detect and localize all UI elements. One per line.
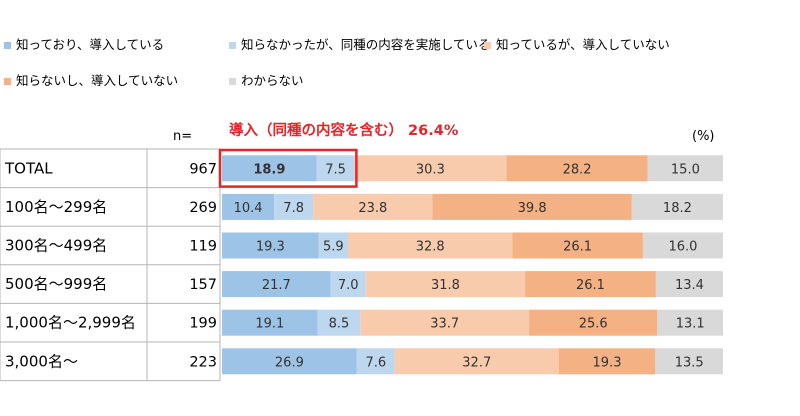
bar-segment [529,309,658,336]
data-label: 18.9 [253,162,285,177]
legend-swatch [4,41,11,49]
data-label: 5.9 [323,240,344,255]
bar-segment [657,309,723,336]
data-label: 7.8 [283,201,304,216]
row-label: 3,000名～ [5,352,78,370]
row-label: 300名～499名 [5,237,107,255]
data-label: 23.8 [358,201,387,216]
data-label: 31.8 [431,278,460,293]
bar-segment [647,155,723,182]
data-label: 7.0 [338,278,359,293]
bar-segment [655,348,723,375]
data-label: 16.0 [668,240,697,255]
legend-label: 知っているが、導入していない [496,37,670,52]
legend-swatch [229,77,236,85]
bar-segment [330,271,366,298]
row-label: 100名～299名 [5,198,107,216]
bar-segment [631,193,723,220]
bar-segment [365,271,526,298]
bar-segment [318,232,349,259]
bar-segment [558,348,656,375]
data-label: 7.6 [365,355,386,370]
bar-segment [506,155,648,182]
row-n-value: 199 [189,316,217,332]
row-n-value: 967 [189,161,217,177]
data-label: 19.3 [593,355,622,370]
data-label: 7.5 [325,162,346,177]
data-label: 33.7 [430,317,459,332]
bar-segment [274,193,314,220]
legend-label: わからない [241,73,304,88]
row-label: 1,000名～2,999名 [5,314,136,332]
bar-segment [655,271,723,298]
data-label: 13.4 [675,278,704,293]
legend-item-unaware-not-adopted: 知らないし、導入していない [4,73,178,89]
bar-segment [356,348,395,375]
bar-segment [354,155,507,182]
data-label: 15.0 [671,162,700,177]
legend-swatch [229,41,236,49]
bar-segment [394,348,559,375]
bar-segment [525,271,656,298]
data-label: 8.5 [329,317,350,332]
data-label: 30.3 [416,162,445,177]
data-label: 32.7 [462,355,491,370]
bar-segment [348,232,513,259]
bar-segment [512,232,643,259]
bar-segment [316,155,355,182]
legend-item-unknown: わからない [229,73,304,89]
data-label: 18.2 [663,201,692,216]
legend-swatch [484,41,491,49]
bar-segment [432,193,632,220]
unit-label: (%) [692,129,715,144]
bar-segment [360,309,530,336]
data-label: 13.1 [676,317,705,332]
data-label: 28.2 [563,162,592,177]
data-label: 25.6 [579,317,608,332]
bar-segment [642,232,723,259]
legend-label: 知っており、導入している [16,37,165,52]
data-label: 26.9 [275,355,304,370]
row-n-value: 157 [189,277,217,293]
row-n-value: 119 [189,239,217,255]
bar-segment [222,271,331,298]
legend-item-aware-not-adopted: 知っているが、導入していない [484,37,670,53]
legend-label: 知らないし、導入していない [16,73,179,88]
legend-item-unaware-similar: 知らなかったが、同種の内容を実施している [229,37,490,53]
bar-segment [222,155,317,182]
data-label: 39.8 [518,201,547,216]
row-label: 500名～999名 [5,275,107,293]
data-label: 19.3 [256,240,285,255]
legend-item-aware-adopted: 知っており、導入している [4,37,164,53]
data-label: 10.4 [234,201,263,216]
bar-segment [313,193,433,220]
bar-segment [222,193,275,220]
bar-segment [222,309,318,336]
data-label: 13.5 [675,355,704,370]
row-label: TOTAL [4,159,53,177]
row-n-value: 223 [189,354,217,370]
row-n-value: 269 [189,200,217,216]
n-header: n= [173,129,193,144]
data-label: 21.7 [262,278,291,293]
data-label: 26.1 [563,240,592,255]
highlight-box [218,148,358,188]
legend-label: 知らなかったが、同種の内容を実施している [241,37,491,52]
legend-swatch [4,77,11,85]
bar-segment [222,232,319,259]
data-label: 19.1 [255,317,284,332]
bar-segment [317,309,361,336]
data-label: 26.1 [576,278,605,293]
chart-title: 導入（同種の内容を含む） 26.4% [229,123,459,139]
data-label: 32.8 [416,240,445,255]
bar-segment [222,348,357,375]
